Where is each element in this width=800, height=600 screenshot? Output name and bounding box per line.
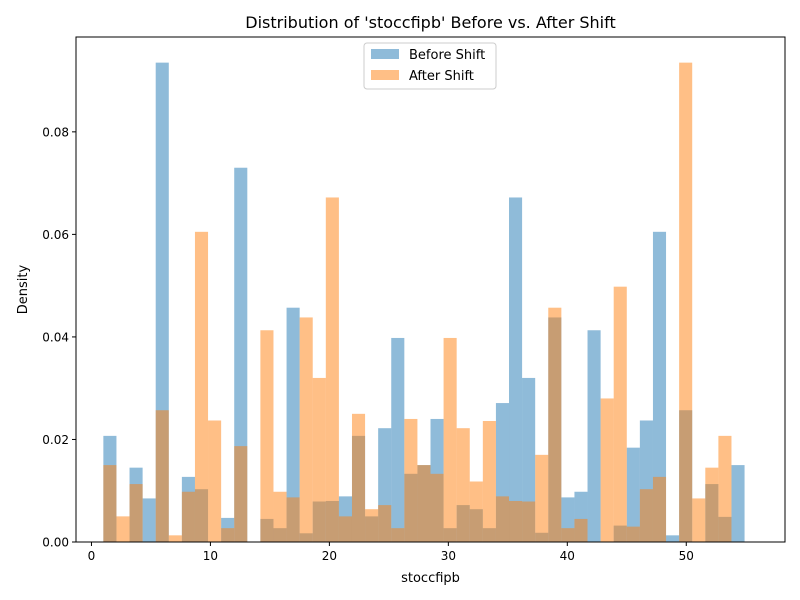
bar-after-36 [574,518,588,542]
bar-after-45 [692,498,706,542]
y-tick-label-4: 0.08 [42,125,69,139]
bar-before-32 [522,377,536,542]
bar-after-1 [116,516,130,542]
bar-before-14 [286,307,300,542]
bar-after-32 [522,501,536,542]
bar-before-37 [587,330,601,542]
bar-before-42 [652,231,667,543]
bar-after-8 [208,420,222,542]
bar-after-27 [456,428,470,542]
bar-after-41 [639,489,653,542]
bar-after-31 [509,500,523,542]
axes-frame [75,36,786,543]
bar-after-15 [299,317,313,542]
bar-after-28 [469,481,483,542]
bar-after-35 [561,528,575,542]
bar-after-5 [168,535,182,542]
bar-after-22 [391,528,405,542]
bar-after-39 [613,286,627,542]
plot-area [75,36,786,543]
bar-after-14 [286,497,300,542]
bar-after-20 [365,509,379,542]
x-tick-label-3: 30 [441,549,456,563]
x-tick-label-1: 10 [203,549,218,563]
bar-after-0 [103,465,117,542]
bar-before-43 [666,535,680,542]
bar-after-16 [312,377,326,542]
y-axis-ticks: 0.00 0.02 0.04 0.06 0.08 [42,125,76,550]
bar-after-7 [194,231,209,543]
x-tick-label-4: 40 [560,549,575,563]
bar-after-2 [129,484,143,542]
bar-after-38 [600,398,614,542]
x-axis-ticks: 0 10 20 30 40 50 [88,542,694,563]
bar-after-33 [535,454,549,542]
legend: Before Shift After Shift [363,42,497,90]
y-tick-label-0: 0.00 [42,536,69,550]
bar-after-30 [495,496,510,542]
bar-before-48 [731,465,745,542]
bar-after-10 [234,446,248,542]
bar-after-42 [652,476,667,542]
bar-before-22 [391,337,405,542]
bar-after-17 [325,197,339,542]
bar-after-9 [221,528,235,542]
bar-after-4 [155,410,169,542]
bar-after-40 [626,526,640,542]
legend-label-before: Before Shift [409,48,485,63]
y-tick-label-3: 0.06 [42,228,69,242]
legend-swatch-after [371,70,399,80]
bar-after-25 [430,473,444,542]
y-axis-label: Density [16,264,31,314]
bar-after-18 [338,516,352,542]
bar-after-29 [482,421,496,542]
bar-after-6 [181,491,195,542]
x-tick-label-0: 0 [88,549,96,563]
y-tick-label-2: 0.04 [42,330,69,344]
x-axis-label: stoccfipb [401,571,460,586]
bar-after-13 [273,491,287,542]
bars-layer [103,62,745,543]
bar-after-12 [260,330,274,542]
legend-swatch-before [371,49,399,59]
bar-after-19 [351,413,366,542]
bar-after-26 [443,337,457,542]
x-tick-label-5: 50 [679,549,694,563]
bar-after-23 [404,418,418,542]
chart-title: Distribution of 'stoccfipb' Before vs. A… [245,13,615,32]
bar-before-31 [509,197,523,542]
bar-after-24 [417,465,431,542]
bar-before-3 [142,498,156,542]
bar-after-34 [548,307,562,542]
legend-label-after: After Shift [409,69,474,84]
bar-before-40 [626,447,640,542]
bar-after-46 [705,467,719,542]
bar-after-44 [679,62,693,542]
bar-after-47 [718,435,732,542]
y-tick-label-1: 0.02 [42,433,69,447]
bar-after-21 [378,505,392,542]
x-tick-label-2: 20 [322,549,337,563]
